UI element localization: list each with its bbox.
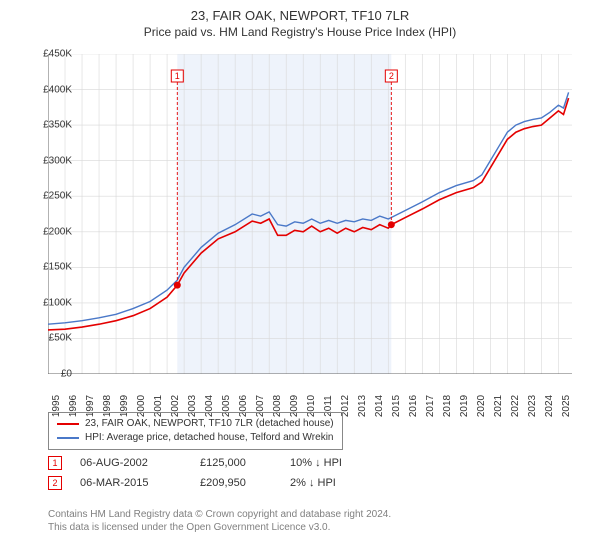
event-marker-2-icon: 2	[48, 476, 62, 490]
event-price: £209,950	[200, 477, 290, 489]
legend-label-price-paid: 23, FAIR OAK, NEWPORT, TF10 7LR (detache…	[85, 417, 334, 431]
chart-titles: 23, FAIR OAK, NEWPORT, TF10 7LR Price pa…	[0, 0, 600, 39]
x-tick-label: 2013	[357, 395, 368, 417]
x-tick-label: 2014	[374, 395, 385, 417]
y-tick-label: £0	[28, 369, 72, 380]
event-row-2: 2 06-MAR-2015 £209,950 2% ↓ HPI	[48, 476, 390, 490]
y-tick-label: £400K	[28, 84, 72, 95]
y-tick-label: £300K	[28, 155, 72, 166]
footnote: Contains HM Land Registry data © Crown c…	[48, 508, 391, 534]
legend: 23, FAIR OAK, NEWPORT, TF10 7LR (detache…	[48, 412, 343, 450]
svg-text:1: 1	[175, 71, 180, 81]
y-tick-label: £350K	[28, 120, 72, 131]
legend-swatch-price-paid	[57, 423, 79, 425]
event-row-1: 1 06-AUG-2002 £125,000 10% ↓ HPI	[48, 456, 390, 470]
events-table: 1 06-AUG-2002 £125,000 10% ↓ HPI 2 06-MA…	[48, 456, 390, 496]
event-diff: 2% ↓ HPI	[290, 477, 390, 489]
x-tick-label: 2018	[442, 395, 453, 417]
chart-title: 23, FAIR OAK, NEWPORT, TF10 7LR	[0, 8, 600, 23]
x-tick-label: 2025	[561, 395, 572, 417]
x-tick-label: 2020	[476, 395, 487, 417]
y-tick-label: £250K	[28, 191, 72, 202]
chart-plot-area: 12	[48, 54, 572, 374]
event-marker-1-icon: 1	[48, 456, 62, 470]
x-tick-label: 2022	[510, 395, 521, 417]
x-tick-label: 2017	[425, 395, 436, 417]
event-date: 06-AUG-2002	[80, 457, 200, 469]
y-tick-label: £200K	[28, 226, 72, 237]
legend-item-hpi: HPI: Average price, detached house, Telf…	[57, 431, 334, 445]
legend-item-price-paid: 23, FAIR OAK, NEWPORT, TF10 7LR (detache…	[57, 417, 334, 431]
y-tick-label: £50K	[28, 333, 72, 344]
legend-swatch-hpi	[57, 437, 79, 439]
x-tick-label: 2024	[544, 395, 555, 417]
x-tick-label: 2023	[527, 395, 538, 417]
x-tick-label: 2016	[408, 395, 419, 417]
event-diff: 10% ↓ HPI	[290, 457, 390, 469]
x-tick-label: 2021	[493, 395, 504, 417]
footnote-line1: Contains HM Land Registry data © Crown c…	[48, 508, 391, 521]
event-date: 06-MAR-2015	[80, 477, 200, 489]
legend-label-hpi: HPI: Average price, detached house, Telf…	[85, 431, 334, 445]
y-tick-label: £100K	[28, 297, 72, 308]
x-tick-label: 2015	[391, 395, 402, 417]
footnote-line2: This data is licensed under the Open Gov…	[48, 521, 391, 534]
x-tick-label: 2019	[459, 395, 470, 417]
y-tick-label: £450K	[28, 49, 72, 60]
y-tick-label: £150K	[28, 262, 72, 273]
event-price: £125,000	[200, 457, 290, 469]
svg-text:2: 2	[389, 71, 394, 81]
chart-subtitle: Price paid vs. HM Land Registry's House …	[0, 25, 600, 39]
